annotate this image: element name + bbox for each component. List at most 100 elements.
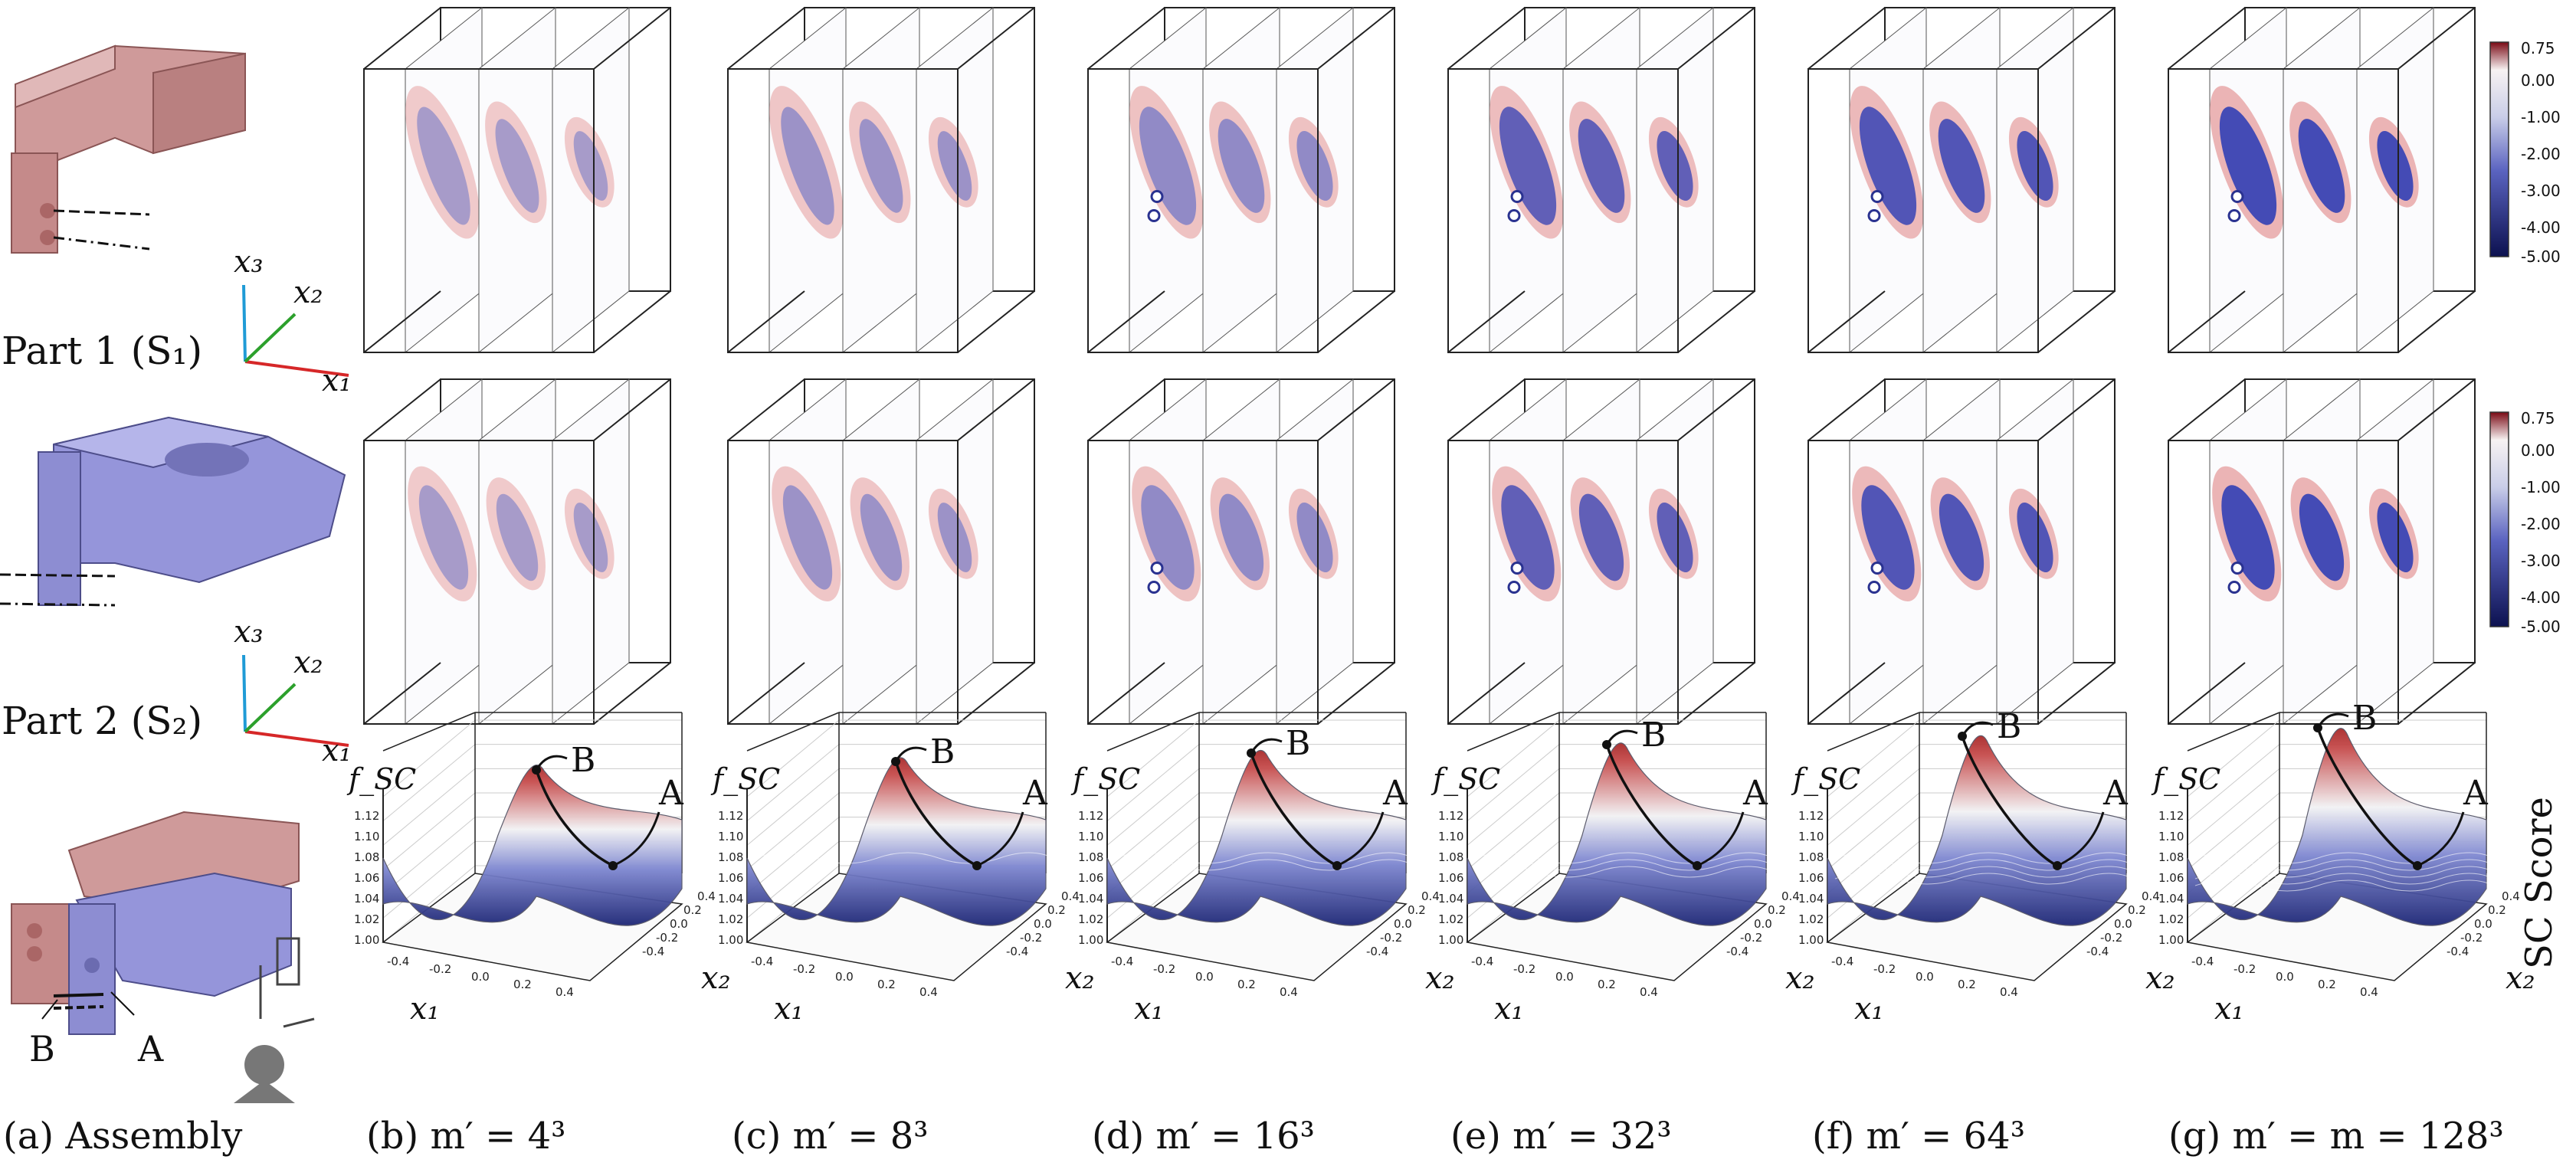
z-tick: 1.10 [1798, 830, 1824, 843]
cb2-tick-6: -5.00 [2521, 617, 2561, 636]
x2-tick: 0.4 [1061, 889, 1080, 903]
x1-tick: -0.4 [1471, 955, 1493, 968]
assembly-marker-a: A [137, 1028, 164, 1069]
x2-tick: 0.4 [2142, 889, 2160, 903]
part1-label: Part 1 (S₁) [2, 329, 202, 373]
x1-tick: 0.2 [877, 978, 896, 991]
x2-tick: 0.4 [1421, 889, 1440, 903]
x2-tick: -0.4 [1006, 945, 1028, 958]
slice-panel-2-64 [1807, 378, 2116, 725]
x1-tick: -0.4 [1831, 955, 1853, 968]
x2-tick: -0.2 [1020, 931, 1042, 945]
z-tick: 1.04 [2158, 892, 2184, 906]
x1-tick: 0.4 [2000, 985, 2018, 999]
z-tick: 1.12 [354, 809, 379, 823]
z-tick: 1.06 [1798, 871, 1824, 885]
slice-panel-2-16 [1087, 378, 1395, 725]
surface-plot-8: BAf_SC1.121.101.081.061.041.021.00-0.4-0… [710, 712, 1095, 1027]
caption-a: (a) Assembly [3, 1115, 243, 1158]
x2-tick: 0.0 [670, 917, 688, 931]
x1-tick: -0.4 [1111, 955, 1133, 968]
point-label-a: A [1742, 774, 1768, 813]
z-tick: 1.02 [354, 912, 379, 926]
cb2-tick-0: 0.75 [2521, 409, 2555, 427]
z-tick: 1.02 [1798, 912, 1824, 926]
x2-axis-label: x₂ [701, 961, 731, 996]
x2-tick: -0.2 [2100, 931, 2122, 945]
cb1-tick-4: -3.00 [2521, 182, 2561, 200]
x2-axis-label: x₂ [1065, 961, 1095, 996]
cb1-tick-5: -4.00 [2521, 218, 2561, 237]
z-tick: 1.10 [1078, 830, 1103, 843]
cb2-tick-3: -2.00 [2521, 515, 2561, 533]
z-axis-label: f_SC [2151, 762, 2220, 797]
x1-axis-label: x₁ [1134, 991, 1164, 1027]
z-tick: 1.08 [718, 850, 743, 864]
slice-panel-2-4 [363, 378, 671, 725]
x1-axis-label: x₁ [774, 991, 804, 1027]
x2-tick: 0.4 [697, 889, 716, 903]
z-tick: 1.10 [1438, 830, 1463, 843]
axis-label-x1: x₁ [322, 363, 352, 398]
z-tick: 1.12 [1438, 809, 1463, 823]
z-axis-label: f_SC [1431, 762, 1500, 797]
x2-tick: -0.4 [1726, 945, 1748, 958]
slice-panel-1-128 [2168, 6, 2476, 354]
x1-tick: 0.0 [835, 970, 854, 984]
x2-tick: -0.4 [2086, 945, 2109, 958]
axis-label-x1-b: x₁ [322, 733, 352, 768]
z-tick: 1.04 [354, 892, 379, 906]
z-tick: 1.00 [718, 933, 743, 947]
x2-tick: 0.2 [683, 903, 702, 917]
point-label-a: A [1022, 774, 1048, 813]
x1-tick: -0.2 [1513, 962, 1535, 976]
z-tick: 1.10 [718, 830, 743, 843]
colorbar-bottom: 0.75 0.00 -1.00 -2.00 -3.00 -4.00 -5.00 [2489, 409, 2561, 636]
cb2-tick-1: 0.00 [2521, 441, 2555, 460]
z-tick: 1.00 [1798, 933, 1824, 947]
x2-tick: 0.0 [2474, 917, 2492, 931]
slice-panel-1-32 [1447, 6, 1755, 354]
x1-axis-label: x₁ [1854, 991, 1884, 1027]
z-axis-label: f_SC [346, 762, 416, 797]
z-tick: 1.00 [1078, 933, 1103, 947]
z-tick: 1.12 [718, 809, 743, 823]
z-tick: 1.04 [1798, 892, 1824, 906]
axes-icon-2 [242, 654, 349, 747]
slice-panel-1-8 [727, 6, 1035, 354]
slice-panel-2-32 [1447, 378, 1755, 725]
z-tick: 1.08 [1798, 850, 1824, 864]
x2-tick: 0.4 [1781, 889, 1800, 903]
x2-tick: 0.2 [1408, 903, 1426, 917]
point-label-b: B [1997, 707, 2021, 746]
point-label-a: A [1382, 774, 1408, 813]
x1-tick: 0.0 [471, 970, 490, 984]
z-tick: 1.06 [1438, 871, 1463, 885]
slice-panel-1-16 [1087, 6, 1395, 354]
x1-tick: -0.4 [2191, 955, 2214, 968]
assembly-marker-b: B [29, 1028, 55, 1069]
axis-label-x3: x₃ [234, 244, 264, 280]
cb2-tick-4: -3.00 [2521, 552, 2561, 570]
point-label-a: A [658, 774, 684, 813]
caption-g: (g) m′ = m = 128³ [2168, 1115, 2504, 1158]
z-tick: 1.12 [2158, 809, 2184, 823]
part2-label: Part 2 (S₂) [2, 699, 202, 743]
slice-panel-2-128 [2168, 378, 2476, 725]
axis-label-x3-b: x₃ [234, 614, 264, 650]
x2-axis-label: x₂ [2145, 961, 2175, 996]
point-label-b: B [2352, 699, 2377, 738]
x2-tick: -0.2 [2460, 931, 2483, 945]
x2-tick: -0.2 [1380, 931, 1402, 945]
x2-axis-label: x₂ [1425, 961, 1455, 996]
z-tick: 1.02 [718, 912, 743, 926]
x2-tick: 0.0 [2114, 917, 2132, 931]
x2-tick: 0.2 [1047, 903, 1066, 917]
z-tick: 1.08 [2158, 850, 2184, 864]
z-axis-label: f_SC [710, 762, 780, 797]
part1-render [11, 44, 246, 254]
x1-tick: 0.0 [1555, 970, 1574, 984]
x1-tick: 0.2 [513, 978, 532, 991]
x1-tick: 0.4 [2360, 985, 2378, 999]
z-tick: 1.06 [1078, 871, 1103, 885]
